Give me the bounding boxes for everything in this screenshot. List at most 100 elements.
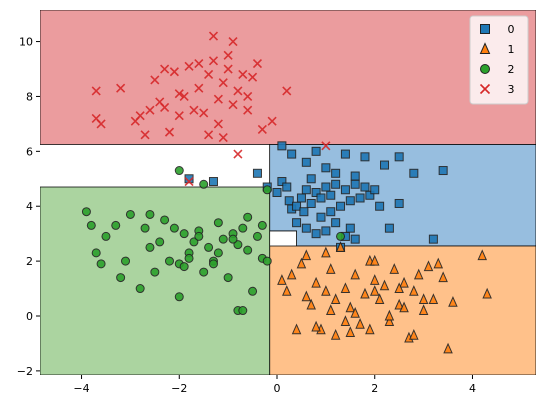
- point-class-1: [428, 293, 439, 305]
- point-class-3: [135, 111, 145, 121]
- legend-marker-1: [479, 42, 491, 54]
- point-class-2: [111, 220, 121, 230]
- point-class-2: [223, 273, 233, 283]
- point-class-2: [160, 215, 170, 225]
- point-class-0: [311, 146, 321, 156]
- data-points: [81, 31, 492, 354]
- point-class-1: [301, 249, 312, 261]
- point-class-3: [218, 78, 228, 88]
- legend: 0 1 2 3: [469, 15, 529, 105]
- point-class-2: [262, 185, 272, 195]
- point-class-1: [335, 241, 346, 252]
- point-class-0: [299, 207, 309, 217]
- point-class-1: [345, 301, 356, 313]
- point-class-1: [321, 285, 331, 296]
- point-class-0: [394, 152, 404, 162]
- point-class-3: [194, 83, 204, 93]
- point-class-1: [433, 257, 444, 269]
- point-class-1: [423, 260, 434, 272]
- point-class-1: [418, 293, 429, 305]
- point-class-2: [238, 306, 248, 316]
- point-class-3: [145, 105, 155, 115]
- point-class-1: [296, 257, 307, 269]
- point-class-0: [184, 174, 194, 184]
- point-class-1: [345, 326, 356, 337]
- point-class-1: [418, 304, 429, 316]
- point-class-2: [86, 220, 96, 230]
- point-class-2: [155, 237, 165, 247]
- point-class-1: [369, 254, 380, 266]
- point-class-0: [208, 177, 218, 187]
- point-class-1: [399, 276, 409, 288]
- legend-marker-2: [480, 64, 490, 74]
- point-class-2: [174, 292, 184, 302]
- point-class-1: [409, 328, 419, 340]
- point-class-1: [301, 290, 312, 302]
- point-class-0: [345, 196, 355, 206]
- region-class-2: [40, 186, 271, 375]
- point-class-1: [282, 285, 292, 296]
- x-tick-label: 0: [274, 382, 281, 395]
- point-class-3: [248, 72, 258, 82]
- x-tick-label: −4: [73, 382, 89, 395]
- point-class-1: [409, 285, 419, 296]
- point-class-1: [369, 285, 380, 296]
- point-class-1: [330, 328, 341, 340]
- point-class-0: [365, 190, 375, 200]
- point-class-2: [213, 248, 223, 258]
- point-class-0: [282, 182, 292, 192]
- point-class-3: [223, 50, 233, 60]
- point-class-0: [272, 188, 282, 197]
- point-class-0: [316, 212, 326, 222]
- point-class-3: [213, 94, 223, 104]
- point-class-0: [350, 179, 360, 189]
- point-class-1: [311, 320, 321, 332]
- point-class-2: [140, 223, 150, 233]
- point-class-3: [140, 130, 150, 140]
- point-class-0: [326, 190, 336, 200]
- point-class-0: [370, 185, 380, 195]
- legend-marker-3: [479, 83, 491, 95]
- point-class-1: [330, 293, 341, 305]
- y-tick-label: 8: [26, 90, 33, 103]
- y-tick-label: 6: [26, 145, 33, 158]
- point-class-1: [360, 287, 370, 299]
- x-tick-label: −2: [171, 382, 187, 395]
- point-class-0: [360, 152, 370, 162]
- y-tick-label: 4: [26, 200, 33, 213]
- point-class-1: [340, 315, 351, 326]
- point-class-3: [282, 86, 292, 96]
- point-class-0: [331, 179, 341, 189]
- point-class-2: [218, 234, 228, 244]
- point-class-2: [96, 259, 106, 269]
- point-class-0: [375, 201, 385, 211]
- point-class-0: [301, 157, 311, 167]
- point-class-1: [438, 271, 448, 283]
- point-class-0: [326, 207, 336, 217]
- point-class-1: [355, 317, 365, 329]
- point-class-0: [292, 218, 302, 228]
- point-class-3: [233, 149, 243, 159]
- point-class-0: [331, 168, 341, 178]
- point-class-2: [116, 273, 126, 283]
- point-class-2: [243, 245, 253, 255]
- point-class-1: [365, 323, 375, 335]
- point-class-0: [321, 182, 331, 192]
- point-class-2: [91, 248, 101, 258]
- point-class-1: [277, 274, 287, 285]
- point-class-3: [223, 64, 233, 74]
- point-class-3: [228, 100, 238, 110]
- decision-regions: [40, 10, 536, 375]
- point-class-1: [482, 287, 492, 299]
- point-class-0: [380, 160, 390, 170]
- point-class-1: [369, 274, 380, 285]
- point-class-2: [179, 262, 189, 272]
- point-class-1: [384, 315, 395, 326]
- point-class-0: [301, 223, 311, 233]
- point-class-3: [321, 141, 331, 151]
- point-class-1: [340, 282, 351, 294]
- point-class-3: [150, 75, 160, 85]
- point-class-3: [213, 119, 223, 129]
- point-class-0: [277, 177, 287, 187]
